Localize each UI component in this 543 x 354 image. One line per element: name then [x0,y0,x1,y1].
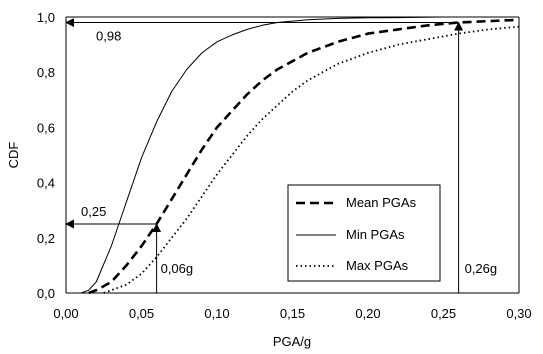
x-tick-label: 0,00 [53,306,78,321]
legend-label-mean: Mean PGAs [346,195,417,210]
series-line-0 [88,18,520,295]
x-tick-label: 0,20 [355,306,380,321]
legend: Mean PGAs Min PGAs Max PGAs [287,184,441,282]
annotation-label: 0,98 [96,29,121,44]
annotation-label: 0,06g [161,261,194,276]
x-tick-labels: 0,00 0,05 0,10 0,15 0,20 0,25 0,30 [53,306,531,321]
y-tick-label: 0,6 [37,120,55,135]
x-tick-label: 0,05 [129,306,154,321]
x-tick-label: 0,10 [204,306,229,321]
legend-label-max: Max PGAs [346,258,409,273]
legend-label-min: Min PGAs [346,227,405,242]
y-tick-label: 0,0 [37,286,55,301]
x-tick-label: 0,15 [280,306,305,321]
annotation-layer: 0,98 0,26g 0,25 0,06g [65,18,498,293]
plot-area [65,16,520,294]
annotation-label: 0,26g [465,261,498,276]
x-tick-label: 0,25 [431,306,456,321]
y-axis-title: CDF [6,142,21,169]
y-tick-labels: 0,0 0,2 0,4 0,6 0,8 1,0 [37,10,55,301]
series-line-2 [103,25,520,294]
y-tick-label: 1,0 [37,10,55,25]
y-tick-label: 0,8 [37,65,55,80]
y-tick-label: 0,4 [37,176,55,191]
x-tick-label: 0,30 [506,306,531,321]
y-tick-label: 0,2 [37,231,55,246]
legend-box [287,184,441,282]
x-axis-title: PGA/g [273,334,311,349]
annotation-label: 0,25 [81,204,106,219]
